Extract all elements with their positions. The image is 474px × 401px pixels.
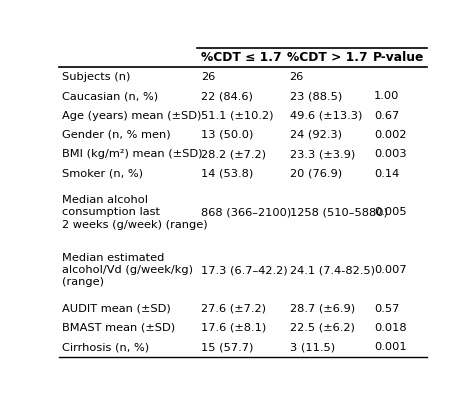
Text: Smoker (n, %): Smoker (n, %) — [62, 168, 143, 178]
Text: 23 (88.5): 23 (88.5) — [290, 91, 342, 101]
Text: 0.007: 0.007 — [374, 265, 407, 275]
Text: 23.3 (±3.9): 23.3 (±3.9) — [290, 149, 355, 159]
Text: Age (years) mean (±SD): Age (years) mean (±SD) — [62, 111, 201, 121]
Text: BMAST mean (±SD): BMAST mean (±SD) — [62, 323, 175, 333]
Text: AUDIT mean (±SD): AUDIT mean (±SD) — [62, 304, 171, 314]
Text: 0.001: 0.001 — [374, 342, 407, 352]
Text: 51.1 (±10.2): 51.1 (±10.2) — [201, 111, 274, 121]
Text: 0.002: 0.002 — [374, 130, 407, 140]
Text: 26: 26 — [201, 72, 216, 82]
Text: 0.003: 0.003 — [374, 149, 407, 159]
Text: 28.7 (±6.9): 28.7 (±6.9) — [290, 304, 355, 314]
Text: 868 (366–2100): 868 (366–2100) — [201, 207, 292, 217]
Text: Gender (n, % men): Gender (n, % men) — [62, 130, 171, 140]
Text: 17.3 (6.7–42.2): 17.3 (6.7–42.2) — [201, 265, 288, 275]
Text: 1.00: 1.00 — [374, 91, 400, 101]
Text: Subjects (n): Subjects (n) — [62, 72, 130, 82]
Text: 24 (92.3): 24 (92.3) — [290, 130, 342, 140]
Text: 22.5 (±6.2): 22.5 (±6.2) — [290, 323, 355, 333]
Text: 49.6 (±13.3): 49.6 (±13.3) — [290, 111, 362, 121]
Text: 22 (84.6): 22 (84.6) — [201, 91, 253, 101]
Text: 20 (76.9): 20 (76.9) — [290, 168, 342, 178]
Text: 17.6 (±8.1): 17.6 (±8.1) — [201, 323, 267, 333]
Text: %CDT ≤ 1.7: %CDT ≤ 1.7 — [201, 51, 282, 64]
Text: 0.018: 0.018 — [374, 323, 407, 333]
Text: 3 (11.5): 3 (11.5) — [290, 342, 335, 352]
Text: 1258 (510–5880): 1258 (510–5880) — [290, 207, 387, 217]
Text: 0.57: 0.57 — [374, 304, 400, 314]
Text: 13 (50.0): 13 (50.0) — [201, 130, 254, 140]
Text: 0.67: 0.67 — [374, 111, 399, 121]
Text: 26: 26 — [290, 72, 304, 82]
Text: BMI (kg/m²) mean (±SD): BMI (kg/m²) mean (±SD) — [62, 149, 203, 159]
Text: Caucasian (n, %): Caucasian (n, %) — [62, 91, 158, 101]
Text: 24.1 (7.4-82.5): 24.1 (7.4-82.5) — [290, 265, 374, 275]
Text: P-value: P-value — [373, 51, 424, 64]
Text: 27.6 (±7.2): 27.6 (±7.2) — [201, 304, 266, 314]
Text: Median estimated
alcohol/Vd (g/week/kg)
(range): Median estimated alcohol/Vd (g/week/kg) … — [62, 253, 193, 288]
Text: %CDT > 1.7: %CDT > 1.7 — [287, 51, 368, 64]
Text: 15 (57.7): 15 (57.7) — [201, 342, 254, 352]
Text: 0.14: 0.14 — [374, 168, 399, 178]
Text: 0.005: 0.005 — [374, 207, 407, 217]
Text: Cirrhosis (n, %): Cirrhosis (n, %) — [62, 342, 149, 352]
Text: Median alcohol
consumption last
2 weeks (g/week) (range): Median alcohol consumption last 2 weeks … — [62, 195, 208, 229]
Text: 28.2 (±7.2): 28.2 (±7.2) — [201, 149, 266, 159]
Text: 14 (53.8): 14 (53.8) — [201, 168, 254, 178]
